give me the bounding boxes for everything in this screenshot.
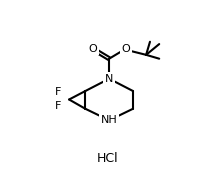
Text: O: O xyxy=(122,44,130,54)
Text: NH: NH xyxy=(101,115,118,125)
Text: F: F xyxy=(54,101,61,111)
Text: N: N xyxy=(105,74,113,84)
Text: F: F xyxy=(54,87,61,97)
Text: O: O xyxy=(89,44,97,54)
Text: HCl: HCl xyxy=(97,152,118,165)
